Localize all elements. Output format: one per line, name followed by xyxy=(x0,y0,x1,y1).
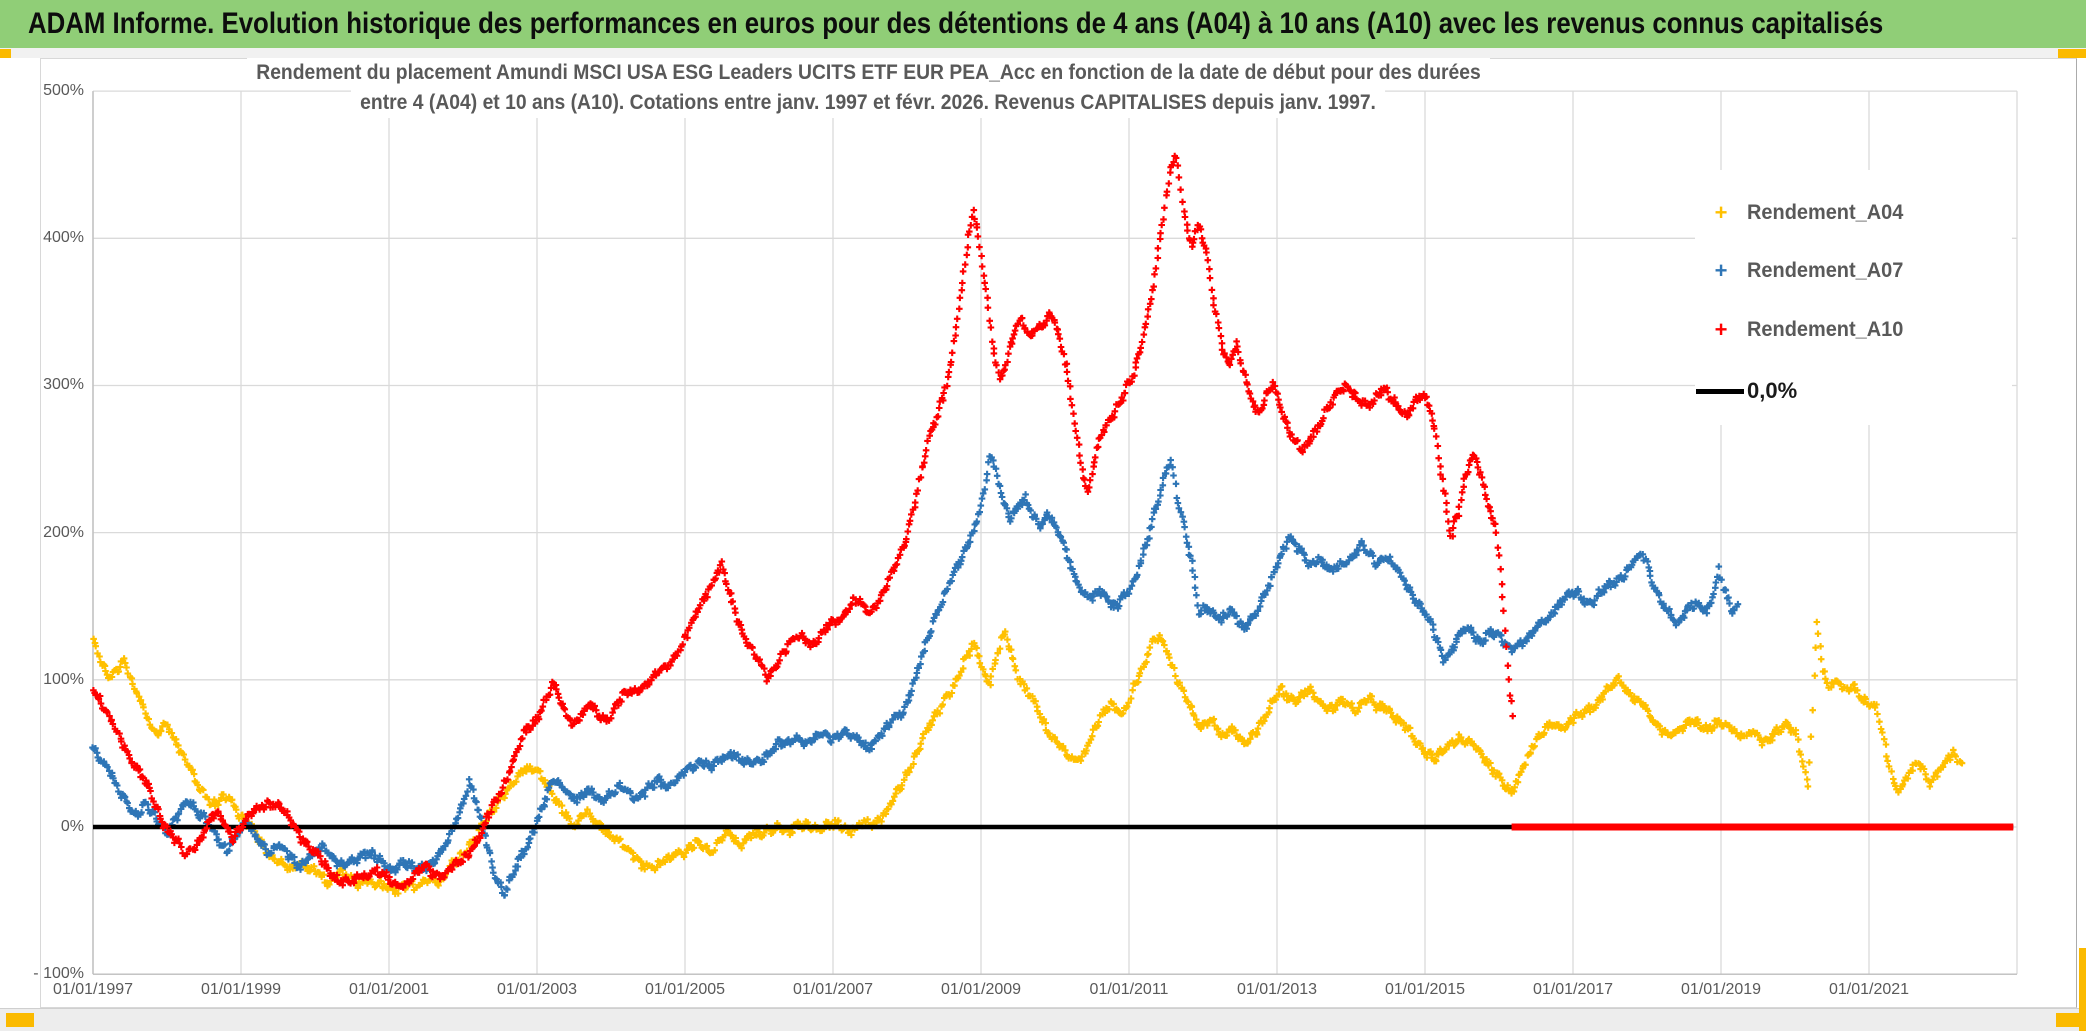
x-tick-label: 01/01/2009 xyxy=(940,981,1022,998)
chart-title[interactable]: Rendement du placement Amundi MSCI USA E… xyxy=(93,58,1643,118)
y-tick-label: 400% xyxy=(43,229,84,247)
right-edge-accent xyxy=(2058,49,2086,58)
legend-label-a07: Rendement_A07 xyxy=(1747,259,1904,282)
x-tick-label: 01/01/1997 xyxy=(52,981,134,998)
page-title: ADAM Informe. Evolution historique des p… xyxy=(28,7,1884,40)
y-tick-label: - 100% xyxy=(33,965,84,983)
baseline-line-icon xyxy=(1696,388,1744,394)
spreadsheet-gap-strip xyxy=(0,48,2086,58)
plus-marker-icon-a07: + xyxy=(1714,258,1728,283)
y-tick-label: 0% xyxy=(60,818,84,835)
x-tick-label: 01/01/2015 xyxy=(1384,981,1466,998)
legend-label-a04: Rendement_A04 xyxy=(1747,201,1904,224)
x-tick-label: 01/01/2005 xyxy=(644,981,726,998)
x-tick-label: 01/01/2003 xyxy=(496,981,578,998)
x-tick-label: 01/01/2007 xyxy=(792,981,874,998)
series-rendement_a10[interactable] xyxy=(90,152,1516,891)
y-tick-label: 500% xyxy=(43,82,84,100)
x-tick-label: 01/01/2011 xyxy=(1089,981,1169,998)
left-edge-accent xyxy=(0,49,11,58)
app-header-bar: ADAM Informe. Evolution historique des p… xyxy=(0,0,2086,49)
legend-item-a07[interactable]: + Rendement_A07 xyxy=(1695,256,2012,286)
plus-marker-icon-a10: + xyxy=(1714,317,1728,342)
legend-label-baseline: 0,0% xyxy=(1747,378,1798,403)
right-edge-bar xyxy=(2079,948,2086,1031)
plus-marker-icon-a04: + xyxy=(1714,200,1728,225)
bottom-scroll-strip[interactable] xyxy=(0,1008,2086,1031)
legend-item-a04[interactable]: + Rendement_A04 xyxy=(1695,198,2012,228)
x-tick-label: 01/01/2021 xyxy=(1828,981,1910,998)
y-tick-label: 100% xyxy=(43,670,84,688)
y-tick-label: 200% xyxy=(43,523,84,541)
x-tick-label: 01/01/2013 xyxy=(1236,981,1318,998)
bottom-left-accent xyxy=(6,1013,34,1027)
bottom-right-accent xyxy=(2056,1013,2079,1027)
x-tick-label: 01/01/2019 xyxy=(1680,981,1762,998)
series-rendement_a04[interactable] xyxy=(90,618,1966,898)
x-tick-label: 01/01/2017 xyxy=(1532,981,1614,998)
y-tick-label: 300% xyxy=(43,376,84,394)
chart-title-line1: Rendement du placement Amundi MSCI USA E… xyxy=(246,58,1490,88)
x-tick-label: 01/01/2001 xyxy=(348,981,430,998)
legend-label-a10: Rendement_A10 xyxy=(1747,318,1904,341)
chart-legend[interactable]: + Rendement_A04 + Rendement_A07 + Rendem… xyxy=(1695,170,2012,425)
chart-title-line2: entre 4 (A04) et 10 ans (A10). Cotations… xyxy=(350,88,1386,118)
legend-item-a10[interactable]: + Rendement_A10 xyxy=(1695,315,2012,345)
series-rendement_a07[interactable] xyxy=(89,453,1742,899)
x-tick-label: 01/01/1999 xyxy=(200,981,282,998)
legend-item-baseline[interactable]: 0,0% xyxy=(1695,376,2012,406)
